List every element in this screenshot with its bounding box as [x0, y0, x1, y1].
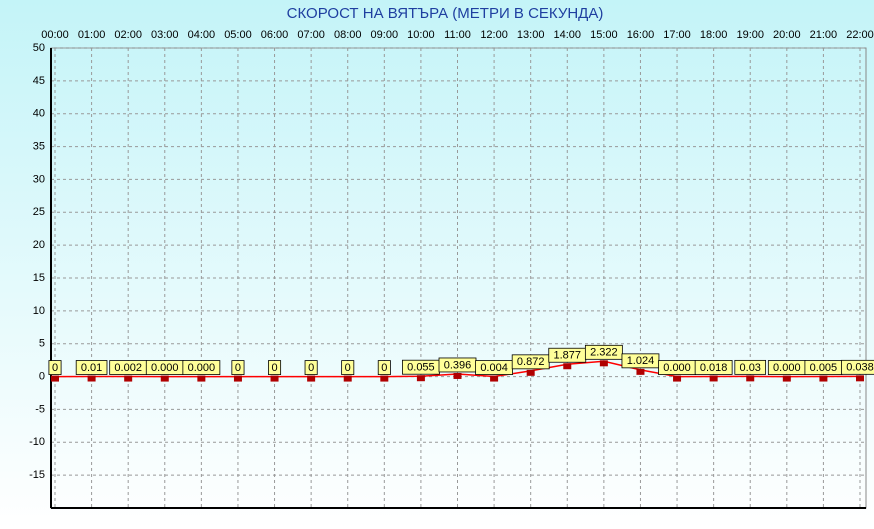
- data-label: 0: [345, 362, 351, 374]
- data-label-box: [841, 359, 874, 375]
- data-label: 0: [235, 362, 241, 374]
- marker: [233, 375, 242, 382]
- x-tick-label: 03:00: [151, 29, 179, 41]
- marker: [453, 372, 462, 379]
- data-label: 2.322: [590, 347, 618, 359]
- marker: [782, 375, 791, 382]
- x-tick-label: 12:00: [480, 29, 508, 41]
- y-tick-label: 15: [33, 272, 45, 284]
- marker: [526, 369, 535, 376]
- x-tick-label: 00:00: [41, 29, 69, 41]
- y-tick-label: 10: [33, 305, 45, 317]
- x-tick-label: 13:00: [517, 29, 545, 41]
- data-label: 0.002: [114, 362, 142, 374]
- data-label: 0: [381, 362, 387, 374]
- data-label: 0.000: [188, 362, 216, 374]
- marker: [636, 368, 645, 375]
- data-label: 0.872: [517, 356, 545, 368]
- marker: [124, 375, 133, 382]
- marker: [160, 375, 169, 382]
- y-tick-label: -15: [29, 469, 45, 481]
- marker: [51, 375, 59, 382]
- marker: [380, 375, 389, 382]
- data-label-box: [48, 360, 62, 375]
- y-tick-label: -10: [29, 436, 45, 448]
- y-tick-label: 45: [33, 75, 45, 87]
- y-tick-label: 5: [39, 338, 45, 350]
- marker: [270, 375, 279, 382]
- data-label: 0.004: [480, 362, 508, 374]
- marker: [416, 375, 425, 382]
- data-label: 0.038: [846, 362, 874, 374]
- data-label: 0.055: [407, 362, 435, 374]
- data-label: 0.396: [444, 359, 472, 371]
- data-label-box: [182, 360, 221, 375]
- x-tick-label: 11:00: [444, 29, 471, 41]
- data-label: 0: [271, 362, 277, 374]
- data-label: 0: [52, 362, 58, 374]
- x-tick-label: 22:00: [846, 29, 874, 41]
- x-tick-label: 15:00: [590, 29, 618, 41]
- marker: [197, 375, 206, 382]
- x-tick-label: 16:00: [627, 29, 655, 41]
- chart-title: СКОРОСТ НА ВЯТЪРА (МЕТРИ В СЕКУНДА): [287, 5, 604, 22]
- marker: [746, 375, 755, 382]
- x-tick-label: 20:00: [773, 29, 801, 41]
- marker: [819, 375, 828, 382]
- data-label-box: [694, 360, 733, 375]
- marker: [599, 360, 608, 367]
- data-label: 1.877: [554, 350, 582, 362]
- data-label: 0.03: [740, 362, 761, 374]
- data-label: 0: [308, 362, 314, 374]
- marker: [87, 375, 96, 382]
- data-label-box: [341, 360, 355, 375]
- y-tick-label: 20: [33, 239, 45, 251]
- y-tick-label: 35: [33, 140, 45, 152]
- y-tick-label: -5: [35, 403, 45, 415]
- marker: [307, 375, 316, 382]
- y-tick-label: 40: [33, 108, 45, 120]
- x-tick-label: 17:00: [663, 29, 691, 41]
- marker: [563, 363, 572, 370]
- x-tick-label: 02:00: [114, 29, 142, 41]
- marker: [709, 375, 718, 382]
- data-label-box: [377, 360, 391, 375]
- y-tick-label: 30: [33, 173, 45, 185]
- x-tick-label: 21:00: [810, 29, 838, 41]
- x-tick-label: 19:00: [736, 29, 764, 41]
- data-label: 0.005: [810, 362, 838, 374]
- data-label-box: [734, 359, 767, 375]
- x-tick-label: 04:00: [188, 29, 216, 41]
- marker: [343, 375, 352, 382]
- x-tick-label: 07:00: [297, 29, 325, 41]
- x-tick-label: 18:00: [700, 29, 728, 41]
- marker: [490, 375, 499, 382]
- data-label: 0.000: [151, 362, 179, 374]
- marker: [673, 375, 682, 382]
- marker: [856, 375, 864, 382]
- x-tick-label: 10:00: [407, 29, 435, 41]
- data-label: 0.01: [81, 362, 102, 374]
- data-label: 0.018: [700, 362, 728, 374]
- y-tick-label: 25: [33, 206, 45, 218]
- x-tick-label: 05:00: [224, 29, 252, 41]
- x-tick-label: 08:00: [334, 29, 362, 41]
- x-tick-label: 09:00: [371, 29, 399, 41]
- data-label-box: [584, 344, 623, 360]
- y-tick-label: 0: [39, 370, 45, 382]
- y-tick-label: 50: [33, 42, 45, 54]
- data-label-box: [75, 360, 108, 375]
- data-label-box: [231, 360, 245, 375]
- data-label-box: [268, 360, 282, 375]
- x-tick-label: 14:00: [554, 29, 582, 41]
- data-label: 0.000: [773, 362, 801, 374]
- data-label: 1.024: [627, 355, 655, 367]
- data-label: 0.000: [663, 362, 691, 374]
- x-tick-label: 01:00: [78, 29, 106, 41]
- x-tick-label: 06:00: [261, 29, 289, 41]
- data-label-box: [304, 360, 318, 375]
